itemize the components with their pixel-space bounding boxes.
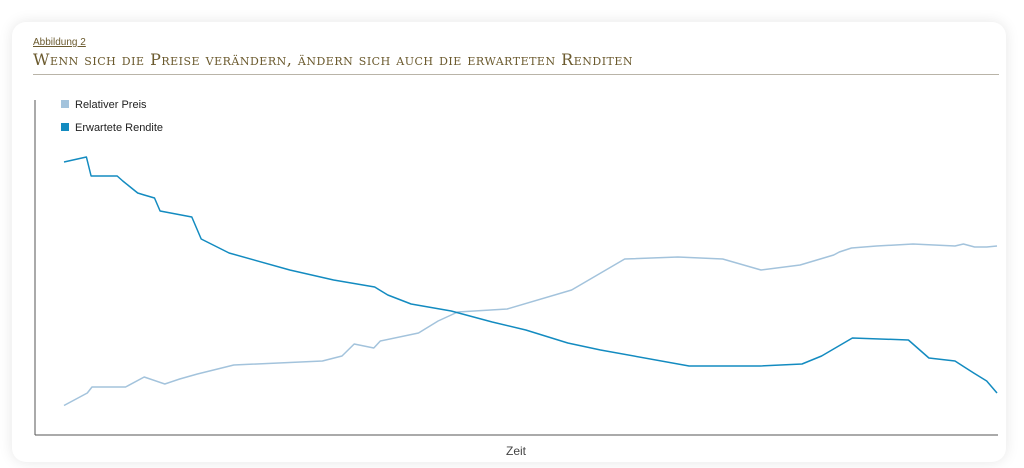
x-axis-label: Zeit: [506, 444, 527, 458]
title-divider: [33, 74, 999, 75]
legend: Relativer Preis Erwartete Rendite: [61, 99, 163, 134]
series-line-erwartete-rendite: [63, 156, 998, 394]
legend-swatch-relativer-preis: [61, 100, 69, 108]
legend-label-erwartete-rendite: Erwartete Rendite: [75, 122, 163, 134]
series-line-relativer-preis: [63, 243, 998, 407]
legend-label-relativer-preis: Relativer Preis: [75, 99, 147, 111]
chart-title: Wenn sich die Preise verändern, ändern s…: [33, 50, 634, 69]
legend-swatch-erwartete-rendite: [61, 123, 69, 131]
chart-card: [12, 22, 1006, 462]
figure-label: Abbildung 2: [33, 37, 86, 48]
